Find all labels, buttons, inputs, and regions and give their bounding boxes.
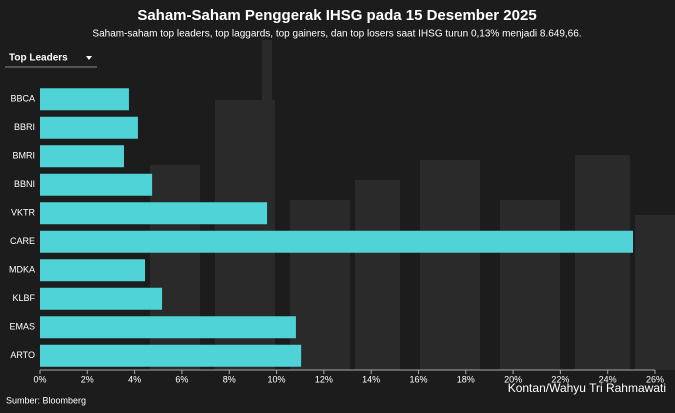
credit: Kontan/Wahyu Tri Rahmawati xyxy=(508,381,666,395)
bar xyxy=(40,230,634,253)
x-tick-label: 10% xyxy=(268,374,286,384)
x-tick-label: 16% xyxy=(409,374,427,384)
y-tick-label: CARE xyxy=(10,236,35,246)
bar xyxy=(40,287,163,310)
chart-title: Saham-Saham Penggerak IHSG pada 15 Desem… xyxy=(137,7,536,24)
bar xyxy=(40,116,138,139)
city-silhouette xyxy=(150,40,675,370)
y-tick-label: VKTR xyxy=(11,208,36,218)
x-tick-label: 26% xyxy=(646,374,664,384)
y-tick-label: MDKA xyxy=(9,265,35,275)
bar xyxy=(40,316,296,339)
x-tick-label: 14% xyxy=(362,374,380,384)
bar xyxy=(40,202,268,225)
y-tick-label: BBRI xyxy=(14,122,35,132)
x-tick-label: 20% xyxy=(504,374,522,384)
x-tick-label: 12% xyxy=(315,374,333,384)
bar xyxy=(40,173,153,196)
x-tick-label: 8% xyxy=(223,374,236,384)
x-tick-label: 0% xyxy=(33,374,46,384)
x-tick-label: 4% xyxy=(128,374,141,384)
bar xyxy=(40,344,302,367)
y-tick-label: BMRI xyxy=(13,151,36,161)
x-tick-label: 18% xyxy=(457,374,475,384)
y-tick-label: EMAS xyxy=(9,322,35,332)
dropdown-arrow[interactable] xyxy=(86,56,92,60)
bar xyxy=(40,88,129,111)
y-tick-label: BBNI xyxy=(14,179,35,189)
chart-subtitle: Saham-saham top leaders, top laggards, t… xyxy=(92,29,581,40)
y-tick-label: ARTO xyxy=(10,350,35,360)
y-tick-label: KLBF xyxy=(12,293,35,303)
source: Sumber: Bloomberg xyxy=(6,395,86,405)
bar xyxy=(40,259,146,282)
x-tick-label: 24% xyxy=(599,374,617,384)
y-tick-label: BBCA xyxy=(10,94,35,104)
x-tick-label: 6% xyxy=(175,374,188,384)
bar xyxy=(40,145,124,168)
dropdown-label[interactable]: Top Leaders xyxy=(9,53,68,64)
dropdown[interactable]: Top Leaders xyxy=(5,53,97,68)
x-tick-label: 22% xyxy=(551,374,569,384)
x-tick-label: 2% xyxy=(81,374,94,384)
